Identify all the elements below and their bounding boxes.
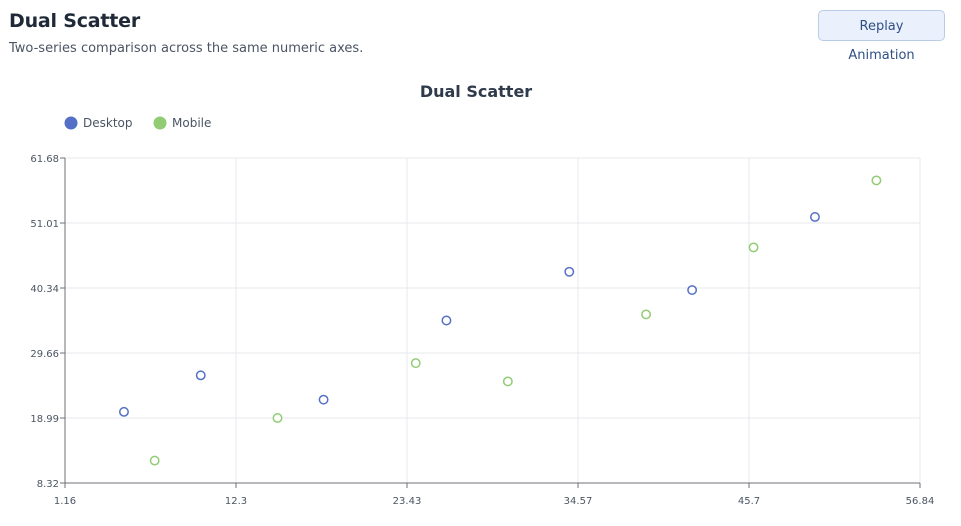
x-tick-label: 1.16 bbox=[54, 496, 76, 507]
legend-label-desktop: Desktop bbox=[83, 116, 133, 130]
legend-marker-mobile bbox=[153, 116, 167, 130]
x-tick-label: 12.3 bbox=[225, 496, 247, 507]
legend-label-mobile: Mobile bbox=[172, 116, 211, 130]
x-tick-label: 56.84 bbox=[906, 496, 935, 507]
data-point-mobile bbox=[272, 413, 283, 423]
data-point-mobile bbox=[149, 455, 160, 466]
y-tick-label: 18.99 bbox=[30, 414, 59, 425]
y-tick-label: 40.34 bbox=[30, 284, 59, 295]
data-point-mobile bbox=[748, 242, 759, 253]
data-point-desktop bbox=[564, 266, 575, 277]
y-tick-label: 8.32 bbox=[37, 479, 59, 490]
data-point-desktop bbox=[318, 394, 329, 405]
data-point-desktop bbox=[810, 212, 820, 222]
chart-axes: 1.16 12.3 23.43 34.57 45.7 56.84 8.32 18.99 29.6… bbox=[30, 154, 934, 507]
y-tick-label: 51.01 bbox=[30, 219, 59, 230]
x-tick-label: 23.43 bbox=[393, 496, 422, 507]
data-point-desktop bbox=[441, 315, 452, 326]
data-point-mobile bbox=[871, 175, 882, 186]
legend-marker-desktop bbox=[64, 116, 78, 130]
x-tick-label: 45.7 bbox=[738, 496, 760, 507]
x-tick-label: 34.57 bbox=[564, 496, 593, 507]
data-point-desktop bbox=[195, 370, 206, 381]
y-tick-label: 61.68 bbox=[30, 154, 59, 165]
data-point-mobile bbox=[410, 358, 421, 369]
page-subtitle: Two-series comparison across the same nu… bbox=[9, 41, 364, 56]
data-point-desktop bbox=[119, 406, 129, 417]
data-point-mobile bbox=[641, 309, 652, 320]
chart-legend: Desktop Mobile bbox=[64, 116, 211, 130]
chart-grid bbox=[65, 157, 921, 483]
y-tick-label: 29.66 bbox=[30, 349, 59, 360]
data-point-mobile bbox=[502, 376, 513, 387]
page-title: Dual Scatter bbox=[9, 10, 141, 32]
chart-title: Dual Scatter bbox=[420, 82, 532, 101]
chart-points bbox=[119, 175, 882, 466]
replay-animation-button[interactable]: Replay Animation bbox=[818, 10, 945, 63]
data-point-desktop bbox=[687, 285, 698, 295]
